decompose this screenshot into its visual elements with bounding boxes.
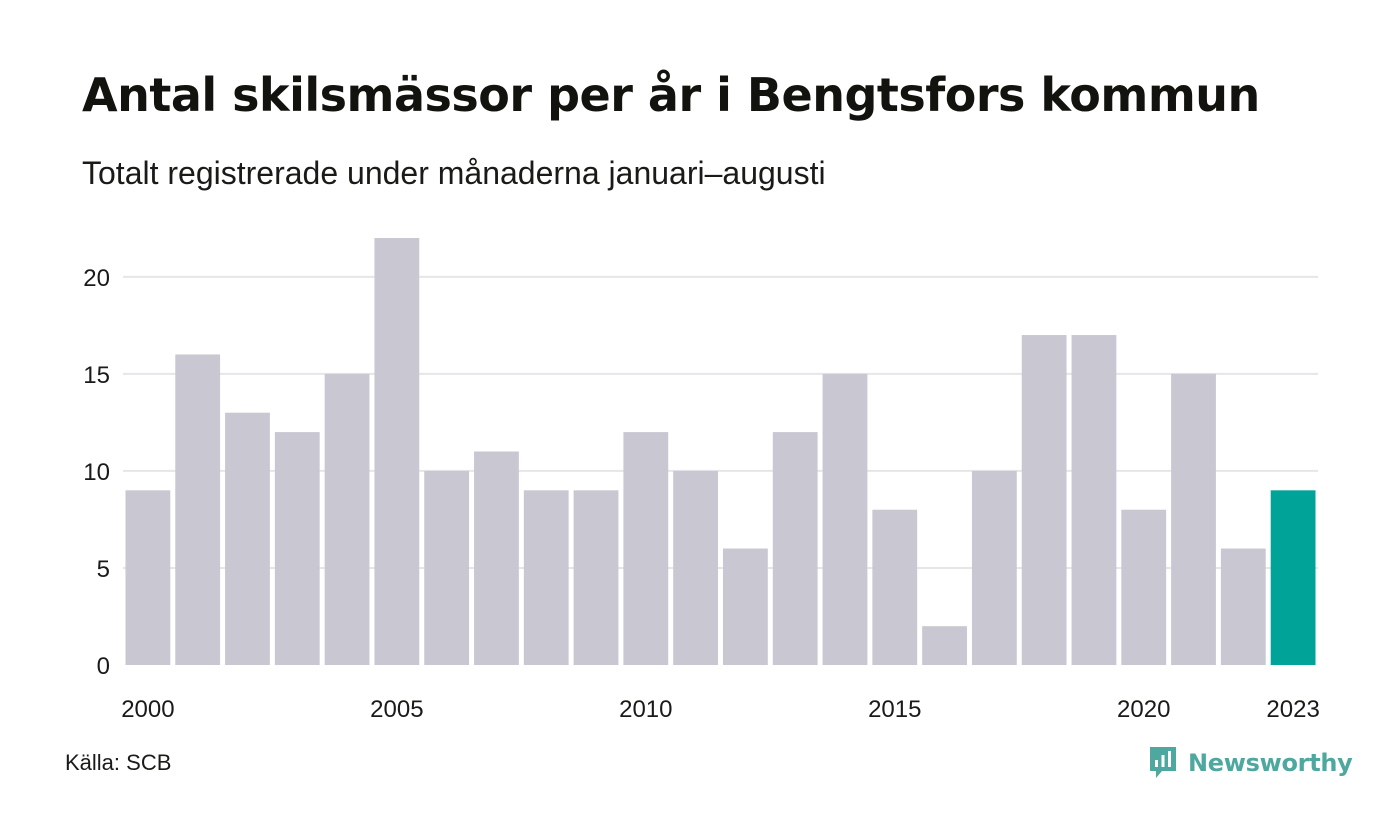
x-axis-ticks: 2000 2005 2010 2015 2020 2023 [121, 696, 1320, 723]
bar-2005 [374, 238, 420, 665]
bar-chart: 0 5 10 15 20 2000 2005 2010 2015 2020 2023 [83, 238, 1320, 723]
bar-2023 [1270, 490, 1316, 665]
bar-2003 [274, 432, 320, 665]
bar-2009 [573, 490, 619, 665]
x-tick-label: 2010 [619, 696, 672, 723]
x-tick-label: 2005 [370, 696, 423, 723]
x-tick-label: 2023 [1266, 696, 1319, 723]
brand-logo: Newsworthy [1148, 744, 1353, 782]
bar-2001 [175, 354, 221, 665]
x-tick-label: 2020 [1117, 696, 1170, 723]
chart-title: Antal skilsmässor per år i Bengtsfors ko… [82, 68, 1260, 122]
bar-2010 [623, 432, 669, 665]
bar-2020 [1121, 509, 1167, 665]
bar-2004 [324, 373, 370, 665]
chart-subtitle: Totalt registrerade under månaderna janu… [82, 155, 826, 191]
bar-2015 [872, 509, 918, 665]
brand-name: Newsworthy [1188, 749, 1353, 777]
y-tick-label: 15 [83, 362, 110, 389]
y-tick-label: 0 [97, 653, 110, 680]
y-tick-label: 20 [83, 265, 110, 292]
source-note: Källa: SCB [65, 750, 172, 775]
bar-2017 [971, 470, 1017, 665]
bar-2021 [1171, 373, 1216, 665]
y-axis-ticks: 0 5 10 15 20 [83, 265, 110, 680]
gridlines [123, 275, 1318, 569]
bars [125, 238, 1316, 665]
bar-2008 [523, 490, 569, 665]
bar-2014 [822, 373, 868, 665]
bar-2007 [474, 451, 519, 665]
bar-2006 [424, 470, 470, 665]
y-tick-label: 10 [83, 459, 110, 486]
x-tick-label: 2015 [868, 696, 921, 723]
newsworthy-logo-icon [1150, 747, 1176, 778]
bar-2000 [125, 490, 171, 665]
bar-2022 [1220, 548, 1266, 665]
bar-2019 [1071, 335, 1117, 665]
x-tick-label: 2000 [121, 696, 174, 723]
bar-2012 [723, 548, 768, 665]
bar-2016 [922, 626, 967, 665]
bar-2002 [225, 412, 270, 665]
bar-2011 [673, 470, 718, 665]
bar-2013 [772, 432, 818, 665]
y-tick-label: 5 [97, 556, 110, 583]
bar-2018 [1021, 335, 1067, 665]
